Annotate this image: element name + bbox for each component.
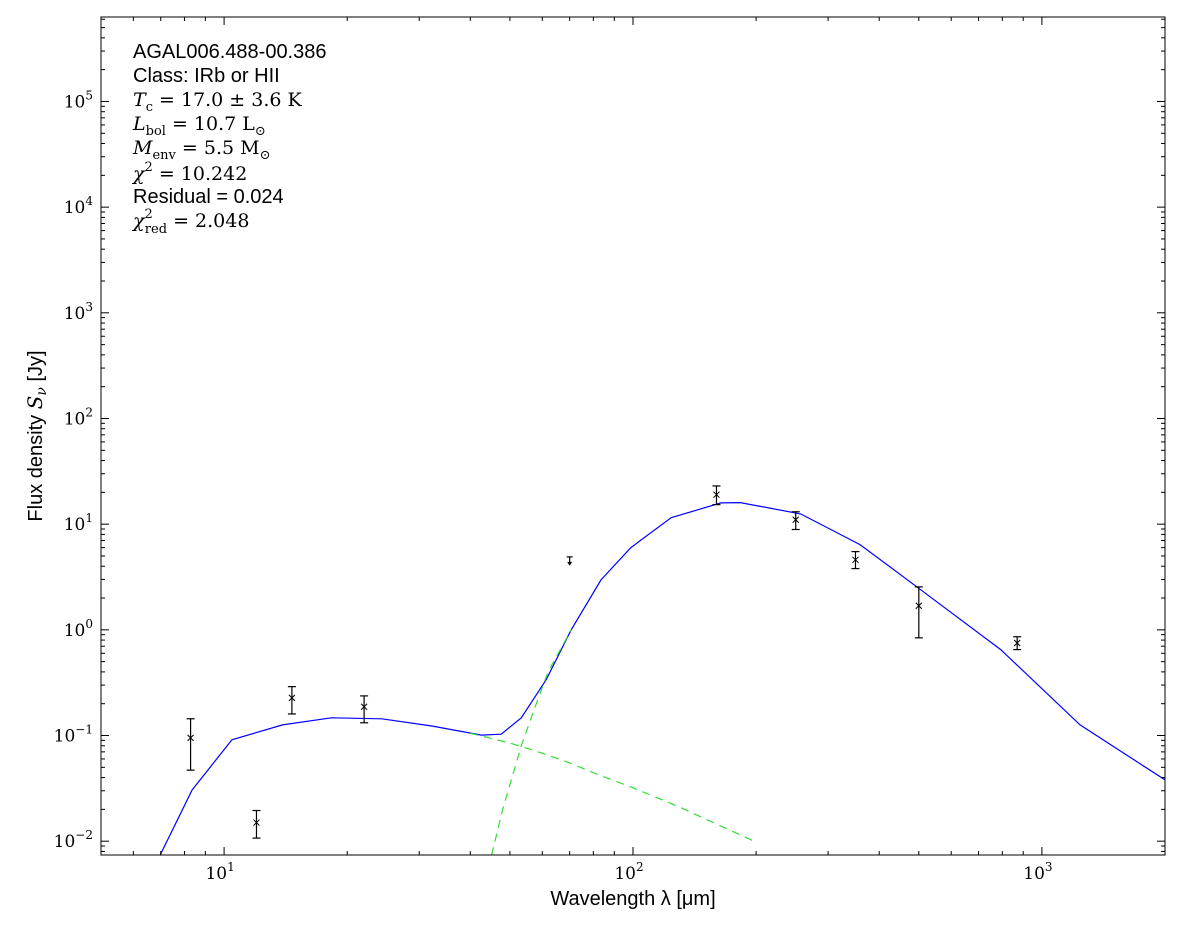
annotation-line: Tc = 17.0 ± 3.6 K bbox=[133, 89, 303, 115]
annotation-line: χ2 red = 2.048 bbox=[131, 207, 249, 237]
model-curve bbox=[159, 501, 1165, 855]
y-tick-label: 10−1 bbox=[54, 723, 93, 747]
x-tick-label: 103 bbox=[1023, 860, 1052, 884]
data-point bbox=[851, 550, 860, 570]
y-tick-label: 100 bbox=[64, 617, 93, 641]
data-point bbox=[287, 686, 296, 715]
x-axis-label: Wavelength λ [μm] bbox=[550, 888, 715, 910]
data-point bbox=[791, 511, 800, 531]
point-marker bbox=[792, 516, 800, 524]
y-tick-label: 102 bbox=[64, 405, 93, 429]
y-axis-label: Flux density Sν [Jy] bbox=[23, 350, 50, 521]
annotation-line: Menv = 5.5 M⊙ bbox=[132, 137, 271, 163]
upper-limit-arrow bbox=[567, 561, 573, 566]
annotation-line: Lbol = 10.7 L⊙ bbox=[132, 113, 266, 139]
data-point bbox=[252, 809, 261, 839]
y-tick-label: 104 bbox=[64, 194, 94, 218]
y-tick-label: 101 bbox=[64, 511, 93, 535]
data-point bbox=[1013, 636, 1022, 651]
x-tick-label: 102 bbox=[614, 860, 643, 884]
annotation-line: Class: IRb or HII bbox=[133, 65, 280, 87]
point-marker bbox=[713, 491, 720, 499]
data-point bbox=[566, 556, 573, 566]
component-curve-1 bbox=[470, 732, 757, 843]
y-tick-label: 105 bbox=[64, 88, 93, 112]
point-marker bbox=[915, 602, 923, 610]
y-tick-label: 103 bbox=[64, 300, 93, 324]
data-point bbox=[186, 718, 195, 771]
data-point bbox=[712, 485, 721, 506]
point-marker bbox=[288, 694, 296, 702]
y-tick-label: 10−2 bbox=[54, 828, 93, 852]
component-curve-2 bbox=[491, 629, 572, 855]
annotation-line: AGAL006.488-00.386 bbox=[133, 41, 327, 63]
data-point bbox=[360, 695, 369, 724]
data-point bbox=[914, 586, 923, 639]
annotation-line: Residual = 0.024 bbox=[133, 186, 284, 208]
plot-frame bbox=[100, 16, 1166, 856]
point-marker bbox=[253, 819, 260, 826]
point-marker bbox=[852, 556, 859, 564]
point-marker bbox=[187, 734, 194, 742]
annotation-line: χ2 = 10.242 bbox=[131, 160, 247, 185]
plot-area bbox=[159, 485, 1165, 855]
x-tick-label: 101 bbox=[205, 860, 234, 884]
point-marker bbox=[360, 703, 368, 711]
point-marker bbox=[1013, 639, 1021, 647]
